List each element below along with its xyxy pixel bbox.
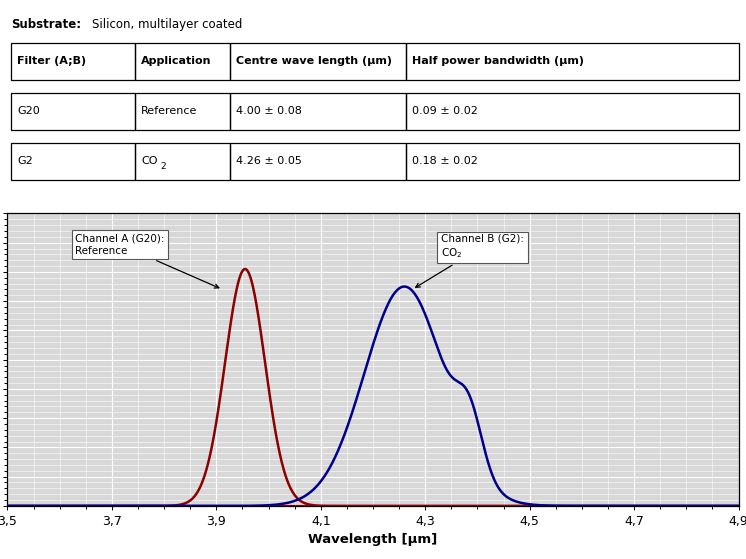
Bar — [11, 43, 136, 80]
Text: 4.26 ± 0.05: 4.26 ± 0.05 — [236, 157, 302, 167]
Bar — [11, 143, 136, 180]
Bar — [231, 93, 406, 130]
Text: Substrate:: Substrate: — [11, 18, 81, 31]
Text: Silicon, multilayer coated: Silicon, multilayer coated — [92, 18, 242, 31]
Text: Filter (A;B): Filter (A;B) — [17, 56, 86, 67]
Text: Application: Application — [141, 56, 212, 67]
Bar — [406, 43, 739, 80]
Text: CO: CO — [141, 157, 157, 167]
Text: 4.00 ± 0.08: 4.00 ± 0.08 — [236, 106, 302, 116]
Bar — [231, 43, 406, 80]
Text: 0.09 ± 0.02: 0.09 ± 0.02 — [412, 106, 477, 116]
Text: Centre wave length (μm): Centre wave length (μm) — [236, 56, 392, 67]
Text: Channel A (G20):
Reference: Channel A (G20): Reference — [75, 234, 219, 288]
Text: G20: G20 — [17, 106, 40, 116]
Bar — [135, 93, 231, 130]
Text: Channel B (G2):
$\mathrm{CO_2}$: Channel B (G2): $\mathrm{CO_2}$ — [416, 234, 524, 287]
Text: G2: G2 — [17, 157, 33, 167]
X-axis label: Wavelength [μm]: Wavelength [μm] — [308, 533, 438, 547]
Text: Reference: Reference — [141, 106, 198, 116]
Bar — [135, 43, 231, 80]
Text: Half power bandwidth (μm): Half power bandwidth (μm) — [412, 56, 584, 67]
Bar — [406, 143, 739, 180]
Bar — [135, 143, 231, 180]
Bar — [406, 93, 739, 130]
Bar — [231, 143, 406, 180]
Text: 2: 2 — [160, 162, 166, 171]
Bar — [11, 93, 136, 130]
Text: 0.18 ± 0.02: 0.18 ± 0.02 — [412, 157, 477, 167]
